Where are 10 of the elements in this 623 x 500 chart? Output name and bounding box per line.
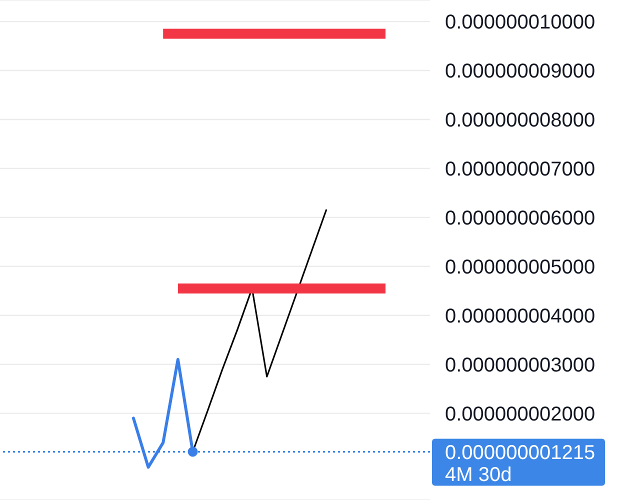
y-tick-label: 0.000000007000 [445, 158, 596, 181]
y-tick-label: 0.000000004000 [445, 306, 596, 328]
y-tick-label: 0.000000010000 [445, 12, 596, 34]
y-tick-label: 0.000000005000 [445, 256, 596, 279]
y-tick-label: 0.000000008000 [445, 110, 596, 132]
y-tick-label: 0.000000003000 [445, 354, 596, 377]
y-tick-label: 0.000000006000 [445, 208, 596, 230]
y-tick-label: 0.000000009000 [445, 60, 596, 83]
y-tick-label: 0.000000002000 [445, 404, 596, 426]
ref-line-label: 0.000000001215 4M 30d [445, 442, 596, 486]
